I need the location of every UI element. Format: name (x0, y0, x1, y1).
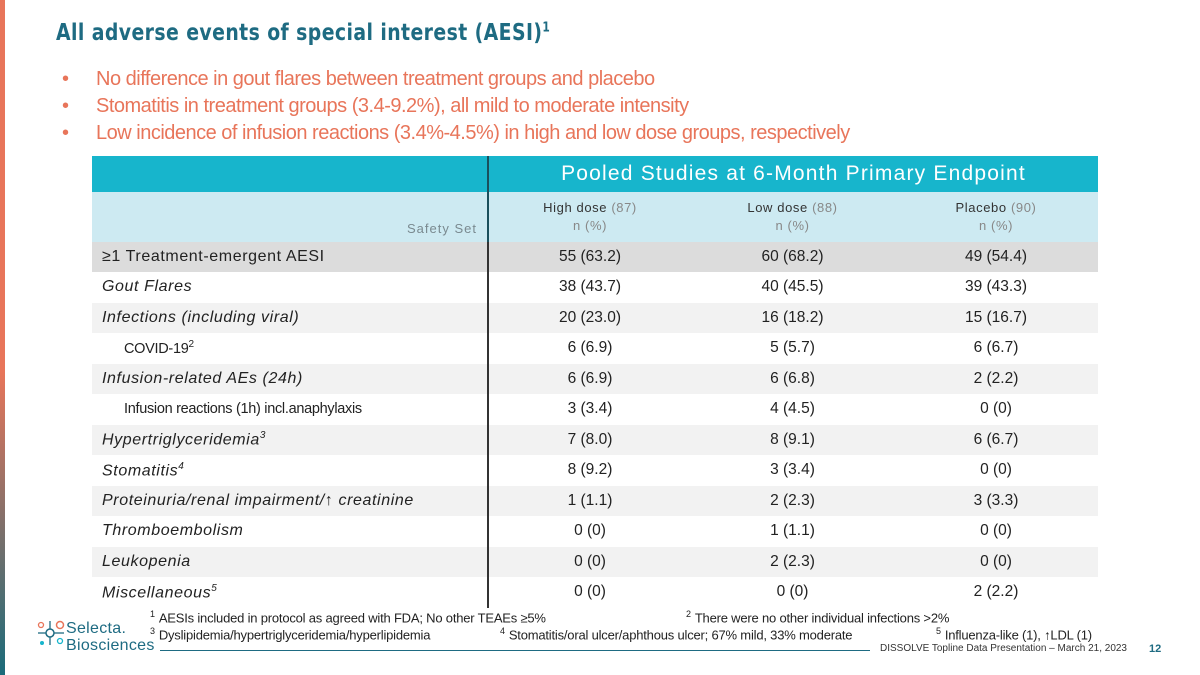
table-row: Infections (including viral) 20 (23.0) 1… (92, 302, 1098, 334)
bullet-item: • No difference in gout flares between tr… (62, 68, 655, 90)
left-accent-stripe (0, 0, 5, 675)
table-row: Proteinuria/renal impairment/↑ creatinin… (92, 485, 1098, 517)
table-row: Gout Flares 38 (43.7) 40 (45.5) 39 (43.3… (92, 272, 1098, 303)
footnote-3: 3 Dyslipidemia/hypertriglyceridemia/hyper… (150, 626, 431, 643)
footer-presentation-label: DISSOLVE Topline Data Presentation – Mar… (880, 643, 1127, 654)
table-row: Stomatitis4 8 (9.2) 3 (3.4) 0 (0) (92, 455, 1098, 486)
column-high-dose: High dose (87) n (%) (488, 192, 691, 242)
table-row: ≥1 Treatment-emergent AESI 55 (63.2) 60 … (92, 242, 1098, 273)
aesi-table: Pooled Studies at 6-Month Primary Endpoi… (92, 156, 1098, 608)
table-row: Leukopenia 0 (0) 2 (2.3) 0 (0) (92, 546, 1098, 578)
selecta-logo-icon (37, 620, 65, 645)
footer-divider (160, 650, 870, 651)
table-row: Infusion reactions (1h) incl.anaphylaxis… (92, 394, 1098, 425)
page-title: All adverse events of special interest (… (56, 20, 551, 46)
logo-wordmark: Selecta. Biosciences (66, 620, 155, 654)
bullet-item: • Low incidence of infusion reactions (3.… (62, 122, 850, 144)
footnote-2: 2 There were no other individual infectio… (686, 609, 950, 626)
safety-set-label: Safety Set (92, 192, 489, 242)
table-row: Thromboembolism 0 (0) 1 (1.1) 0 (0) (92, 516, 1098, 547)
table-row: Miscellaneous5 0 (0) 0 (0) 2 (2.2) (92, 577, 1098, 608)
table-header-title: Pooled Studies at 6-Month Primary Endpoi… (487, 156, 1098, 192)
bullet-item: • Stomatitis in treatment groups (3.4-9.2… (62, 95, 689, 117)
page-number: 12 (1149, 643, 1162, 655)
table-row: Hypertriglyceridemia3 7 (8.0) 8 (9.1) 6 … (92, 424, 1098, 456)
footnote-4: 4 Stomatitis/oral ulcer/aphthous ulcer; 6… (500, 626, 853, 643)
summary-bullets: • No difference in gout flares between tr… (62, 66, 850, 147)
column-placebo: Placebo (90) n (%) (894, 192, 1098, 242)
table-row: Infusion-related AEs (24h) 6 (6.9) 6 (6.… (92, 363, 1098, 395)
table-row: COVID-192 6 (6.9) 5 (5.7) 6 (6.7) (92, 333, 1098, 364)
footnote-1: 1 AESIs included in protocol as agreed wi… (150, 609, 546, 626)
column-low-dose: Low dose (88) n (%) (691, 192, 894, 242)
header-blank-cell (92, 156, 488, 192)
footnote-5: 5 Influenza-like (1), ↑LDL (1) (936, 626, 1092, 643)
